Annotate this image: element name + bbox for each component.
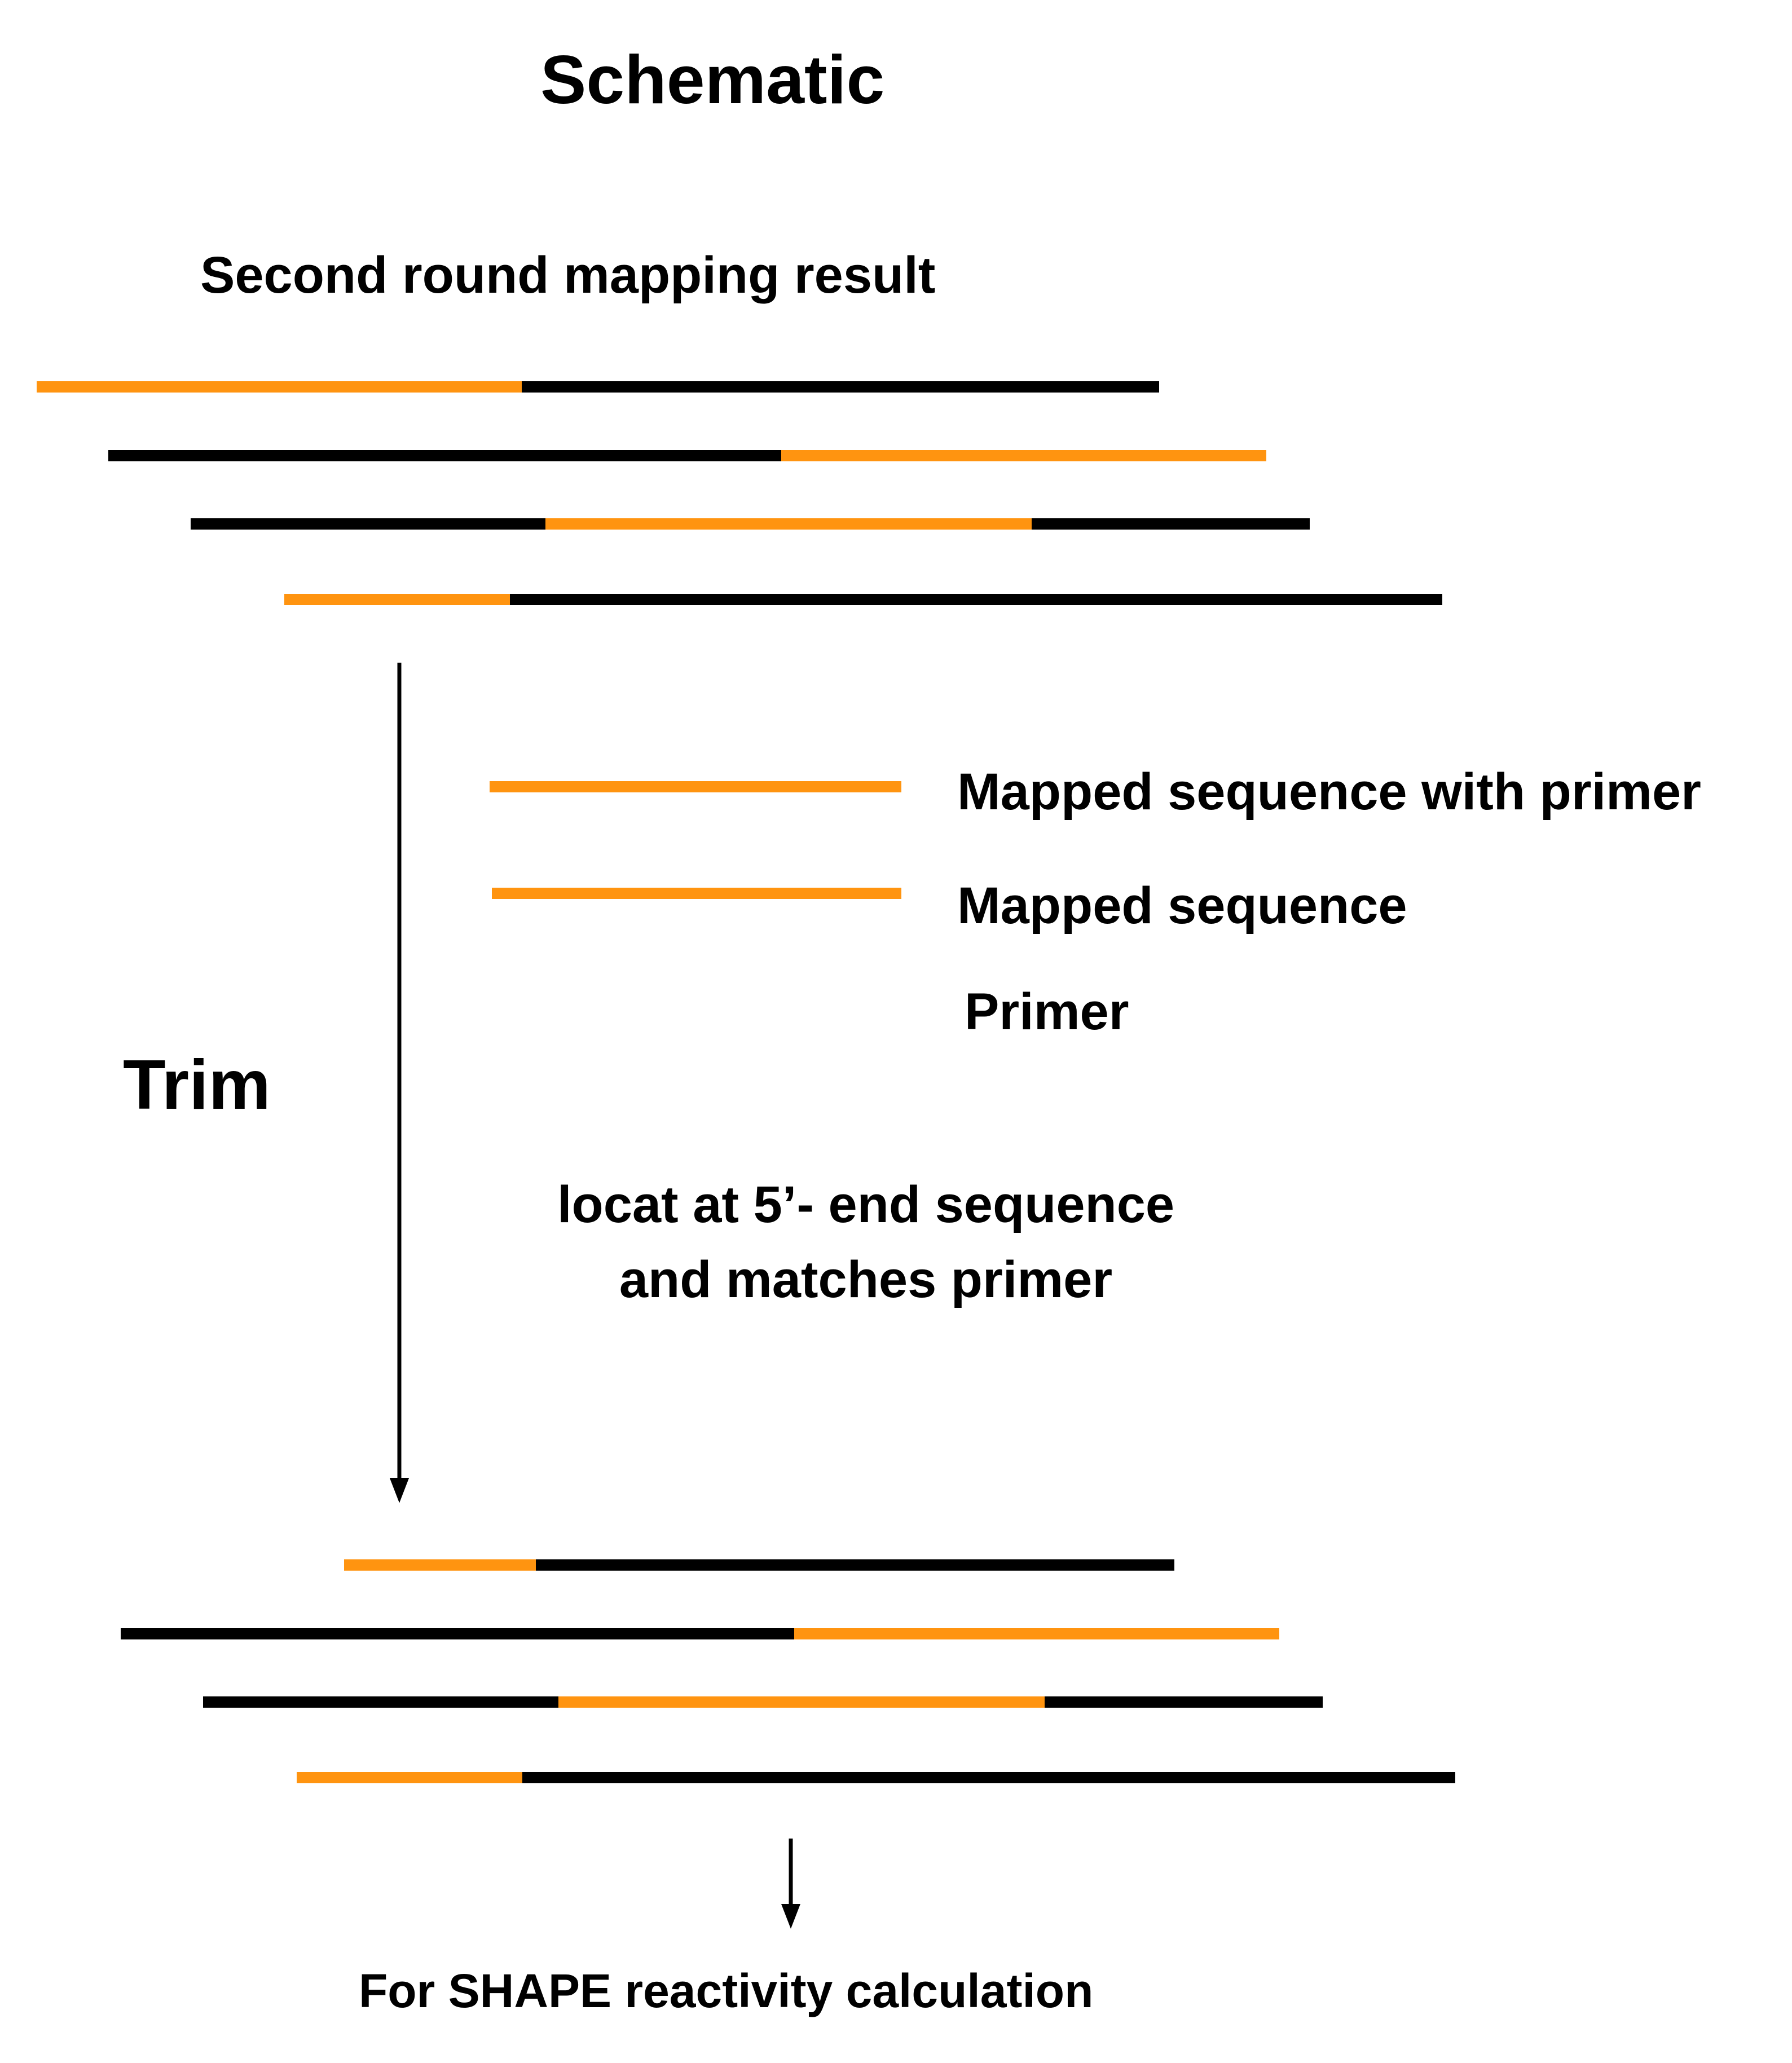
trim-arrow xyxy=(390,663,409,1503)
diagram-title: Schematic xyxy=(540,41,885,118)
legend-label-primer: Primer xyxy=(965,983,1129,1041)
legend-label-mapped-with-primer: Mapped sequence with primer xyxy=(957,763,1701,821)
trim-label: Trim xyxy=(123,1046,271,1124)
trim-note-line-1: locat at 5’- end sequence xyxy=(557,1176,1175,1233)
section-heading: Second round mapping result xyxy=(200,246,936,304)
trim-note-line-2: and matches primer xyxy=(619,1251,1113,1309)
calc-arrow xyxy=(781,1839,800,1929)
trim-note: locat at 5’- end sequence and matches pr… xyxy=(508,1167,1224,1318)
legend-label-mapped-sequence: Mapped sequence xyxy=(957,877,1407,934)
trimmed-reads xyxy=(121,1559,1455,1783)
top-reads xyxy=(37,380,1442,605)
footer-caption: For SHAPE reactivity calculation xyxy=(359,1964,1094,2017)
